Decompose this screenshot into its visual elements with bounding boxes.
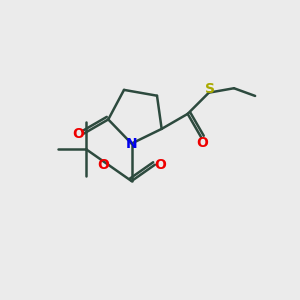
- Text: N: N: [126, 136, 137, 151]
- Text: S: S: [206, 82, 215, 96]
- Text: O: O: [197, 136, 208, 150]
- Text: O: O: [97, 158, 109, 172]
- Text: O: O: [154, 158, 166, 172]
- Text: O: O: [72, 127, 84, 141]
